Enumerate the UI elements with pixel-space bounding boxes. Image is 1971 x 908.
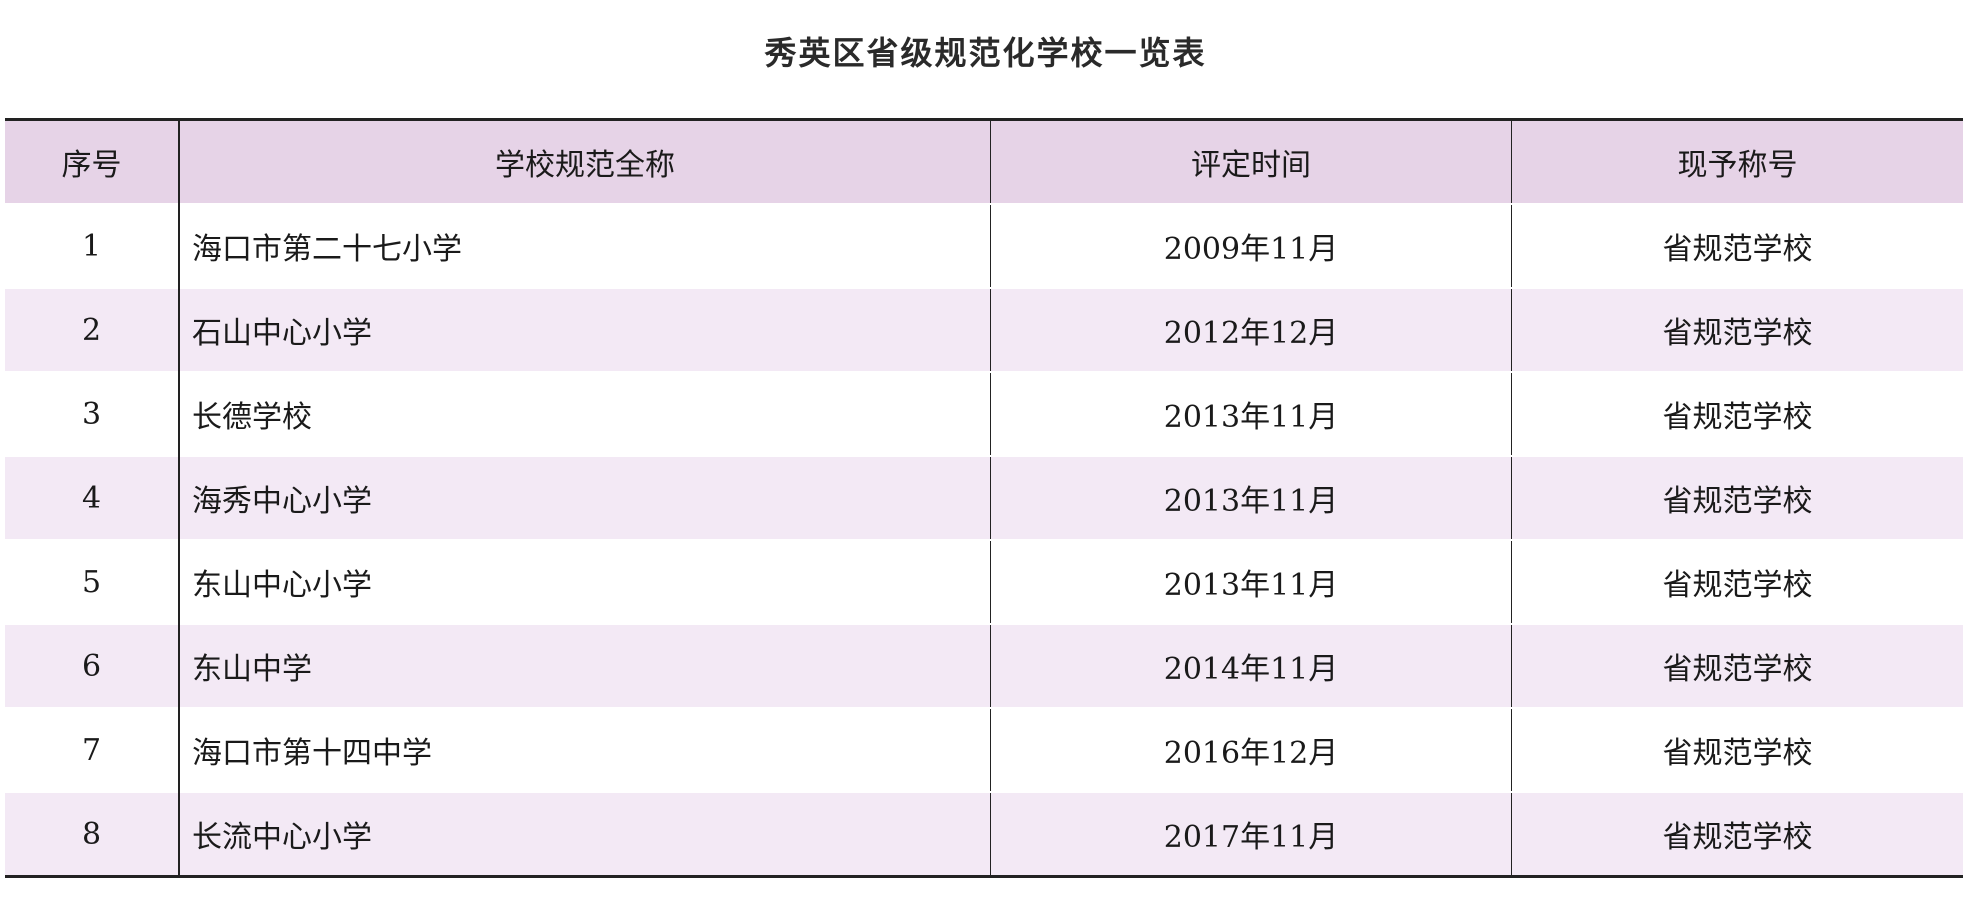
cell-title: 省规范学校 [1662,736,1813,771]
cell-date: 2009年11月 [990,204,1512,288]
cell-index: 8 [5,792,180,877]
table-row: 8 长流中心小学 2017年11月 省规范学校 [5,792,1963,877]
header-date: 评定时间 [990,119,1512,204]
cell-index: 7 [5,708,180,792]
cell-index: 6 [5,624,180,708]
cell-school-name: 东山中学 [179,624,991,708]
table-row: 4 海秀中心小学 2013年11月 省规范学校 [5,456,1963,540]
schools-table: 序号 学校规范全称 评定时间 现予称号 1 海口市第二十七小学 2009年11月 省规… [5,118,1963,878]
cell-title: 省规范学校 [1511,288,1963,372]
cell-date: 2013年11月 [990,456,1512,540]
cell-title: 省规范学校 [1511,792,1963,877]
cell-school-name: 东山中心小学 [179,540,991,624]
cell-date: 2017年11月 [990,792,1512,877]
cell-index: 1 [5,204,180,288]
cell-date: 2016年12月 [990,708,1512,792]
cell-index: 3 [5,372,180,456]
table-row: 6 东山中学 2014年11月 省规范学校 [5,624,1963,708]
header-school-name: 学校规范全称 [179,119,991,204]
cell-title: 省规范学校 [1511,456,1963,540]
cell-title: 省规范学校 [1662,568,1813,603]
table-row: 1 海口市第二十七小学 2009年11月 省规范学校 [5,204,1963,288]
page-title: 秀英区省级规范化学校一览表 [764,34,1207,72]
cell-title: 省规范学校 [1511,624,1963,708]
table-row: 5 东山中心小学 2013年11月 省规范学校 [5,540,1963,624]
cell-school-name: 海秀中心小学 [179,456,991,540]
header-title: 现予称号 [1511,119,1963,204]
cell-title: 省规范学校 [1662,232,1813,267]
cell-school-name: 长流中心小学 [179,792,991,877]
cell-index: 5 [5,540,180,624]
cell-index: 2 [5,288,180,372]
cell-school-name: 石山中心小学 [179,288,991,372]
table-header-row: 序号 学校规范全称 评定时间 现予称号 [5,119,1963,204]
header-index: 序号 [5,119,180,204]
cell-school-name: 海口市第十四中学 [179,708,991,792]
cell-school-name: 海口市第二十七小学 [179,204,991,288]
table-row: 3 长德学校 2013年11月 省规范学校 [5,372,1963,456]
cell-title: 省规范学校 [1662,400,1813,435]
cell-date: 2013年11月 [990,540,1512,624]
table-row: 7 海口市第十四中学 2016年12月 省规范学校 [5,708,1963,792]
cell-date: 2013年11月 [990,372,1512,456]
cell-school-name: 长德学校 [179,372,991,456]
cell-date: 2012年12月 [990,288,1512,372]
cell-date: 2014年11月 [990,624,1512,708]
cell-index: 4 [5,456,180,540]
table-row: 2 石山中心小学 2012年12月 省规范学校 [5,288,1963,372]
